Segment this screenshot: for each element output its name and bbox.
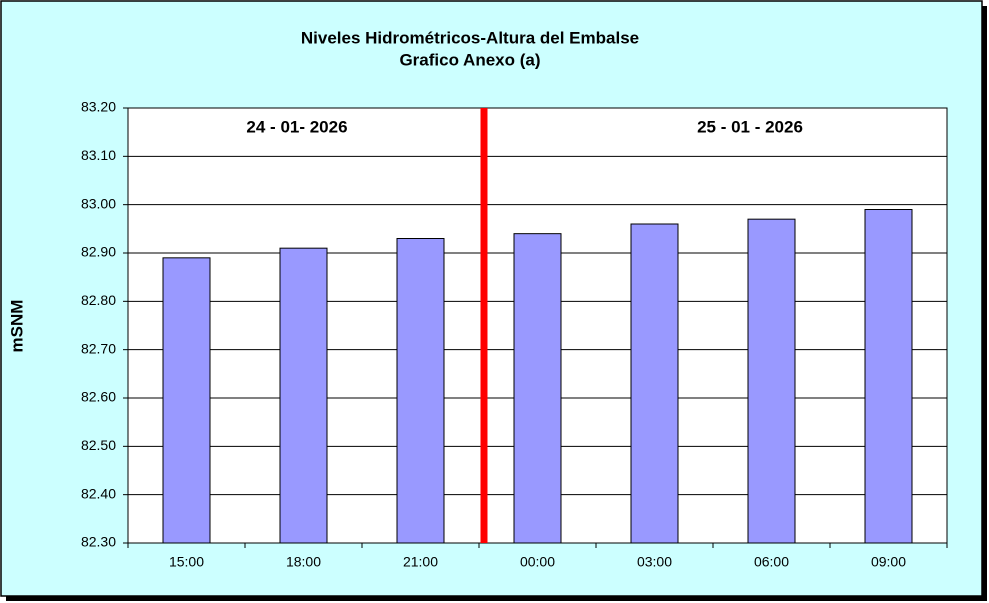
bar	[279, 247, 328, 544]
x-tick-label: 06:00	[754, 554, 789, 570]
y-tick-label: 82.30	[81, 534, 116, 550]
y-tick-label: 83.20	[81, 99, 116, 115]
x-tick-label: 03:00	[637, 554, 672, 570]
annotation: 24 - 01- 2026	[246, 117, 347, 136]
y-tick-label: 82.40	[81, 485, 116, 501]
x-tick-label: 09:00	[871, 554, 906, 570]
bar	[162, 257, 211, 544]
bar	[747, 218, 796, 544]
x-tick-label: 18:00	[286, 554, 321, 570]
marks: 82.30 82.40 82.50 82.60 82.70 82.80 82.90 83.00…	[81, 99, 948, 570]
x-tick-label: 00:00	[520, 554, 555, 570]
bar	[396, 238, 445, 544]
y-tick-label: 82.60	[81, 389, 116, 405]
y-tick-label: 82.90	[81, 244, 116, 260]
x-tick-label: 21:00	[403, 554, 438, 570]
y-tick-label: 82.50	[81, 437, 116, 453]
bar	[630, 223, 679, 544]
y-tick-label: 82.70	[81, 340, 116, 356]
chart-subtitle: Grafico Anexo (a)	[399, 50, 540, 69]
y-tick-label: 83.10	[81, 147, 116, 163]
x-tick-label: 15:00	[169, 554, 204, 570]
annotation: 25 - 01 - 2026	[697, 117, 803, 136]
bar	[864, 209, 913, 544]
y-tick-label: 83.00	[81, 195, 116, 211]
y-tick-label: 82.80	[81, 292, 116, 308]
y-axis-label: mSNM	[7, 300, 26, 353]
chart-title: Niveles Hidrométricos-Altura del Embalse	[301, 28, 639, 47]
bar	[513, 233, 562, 544]
